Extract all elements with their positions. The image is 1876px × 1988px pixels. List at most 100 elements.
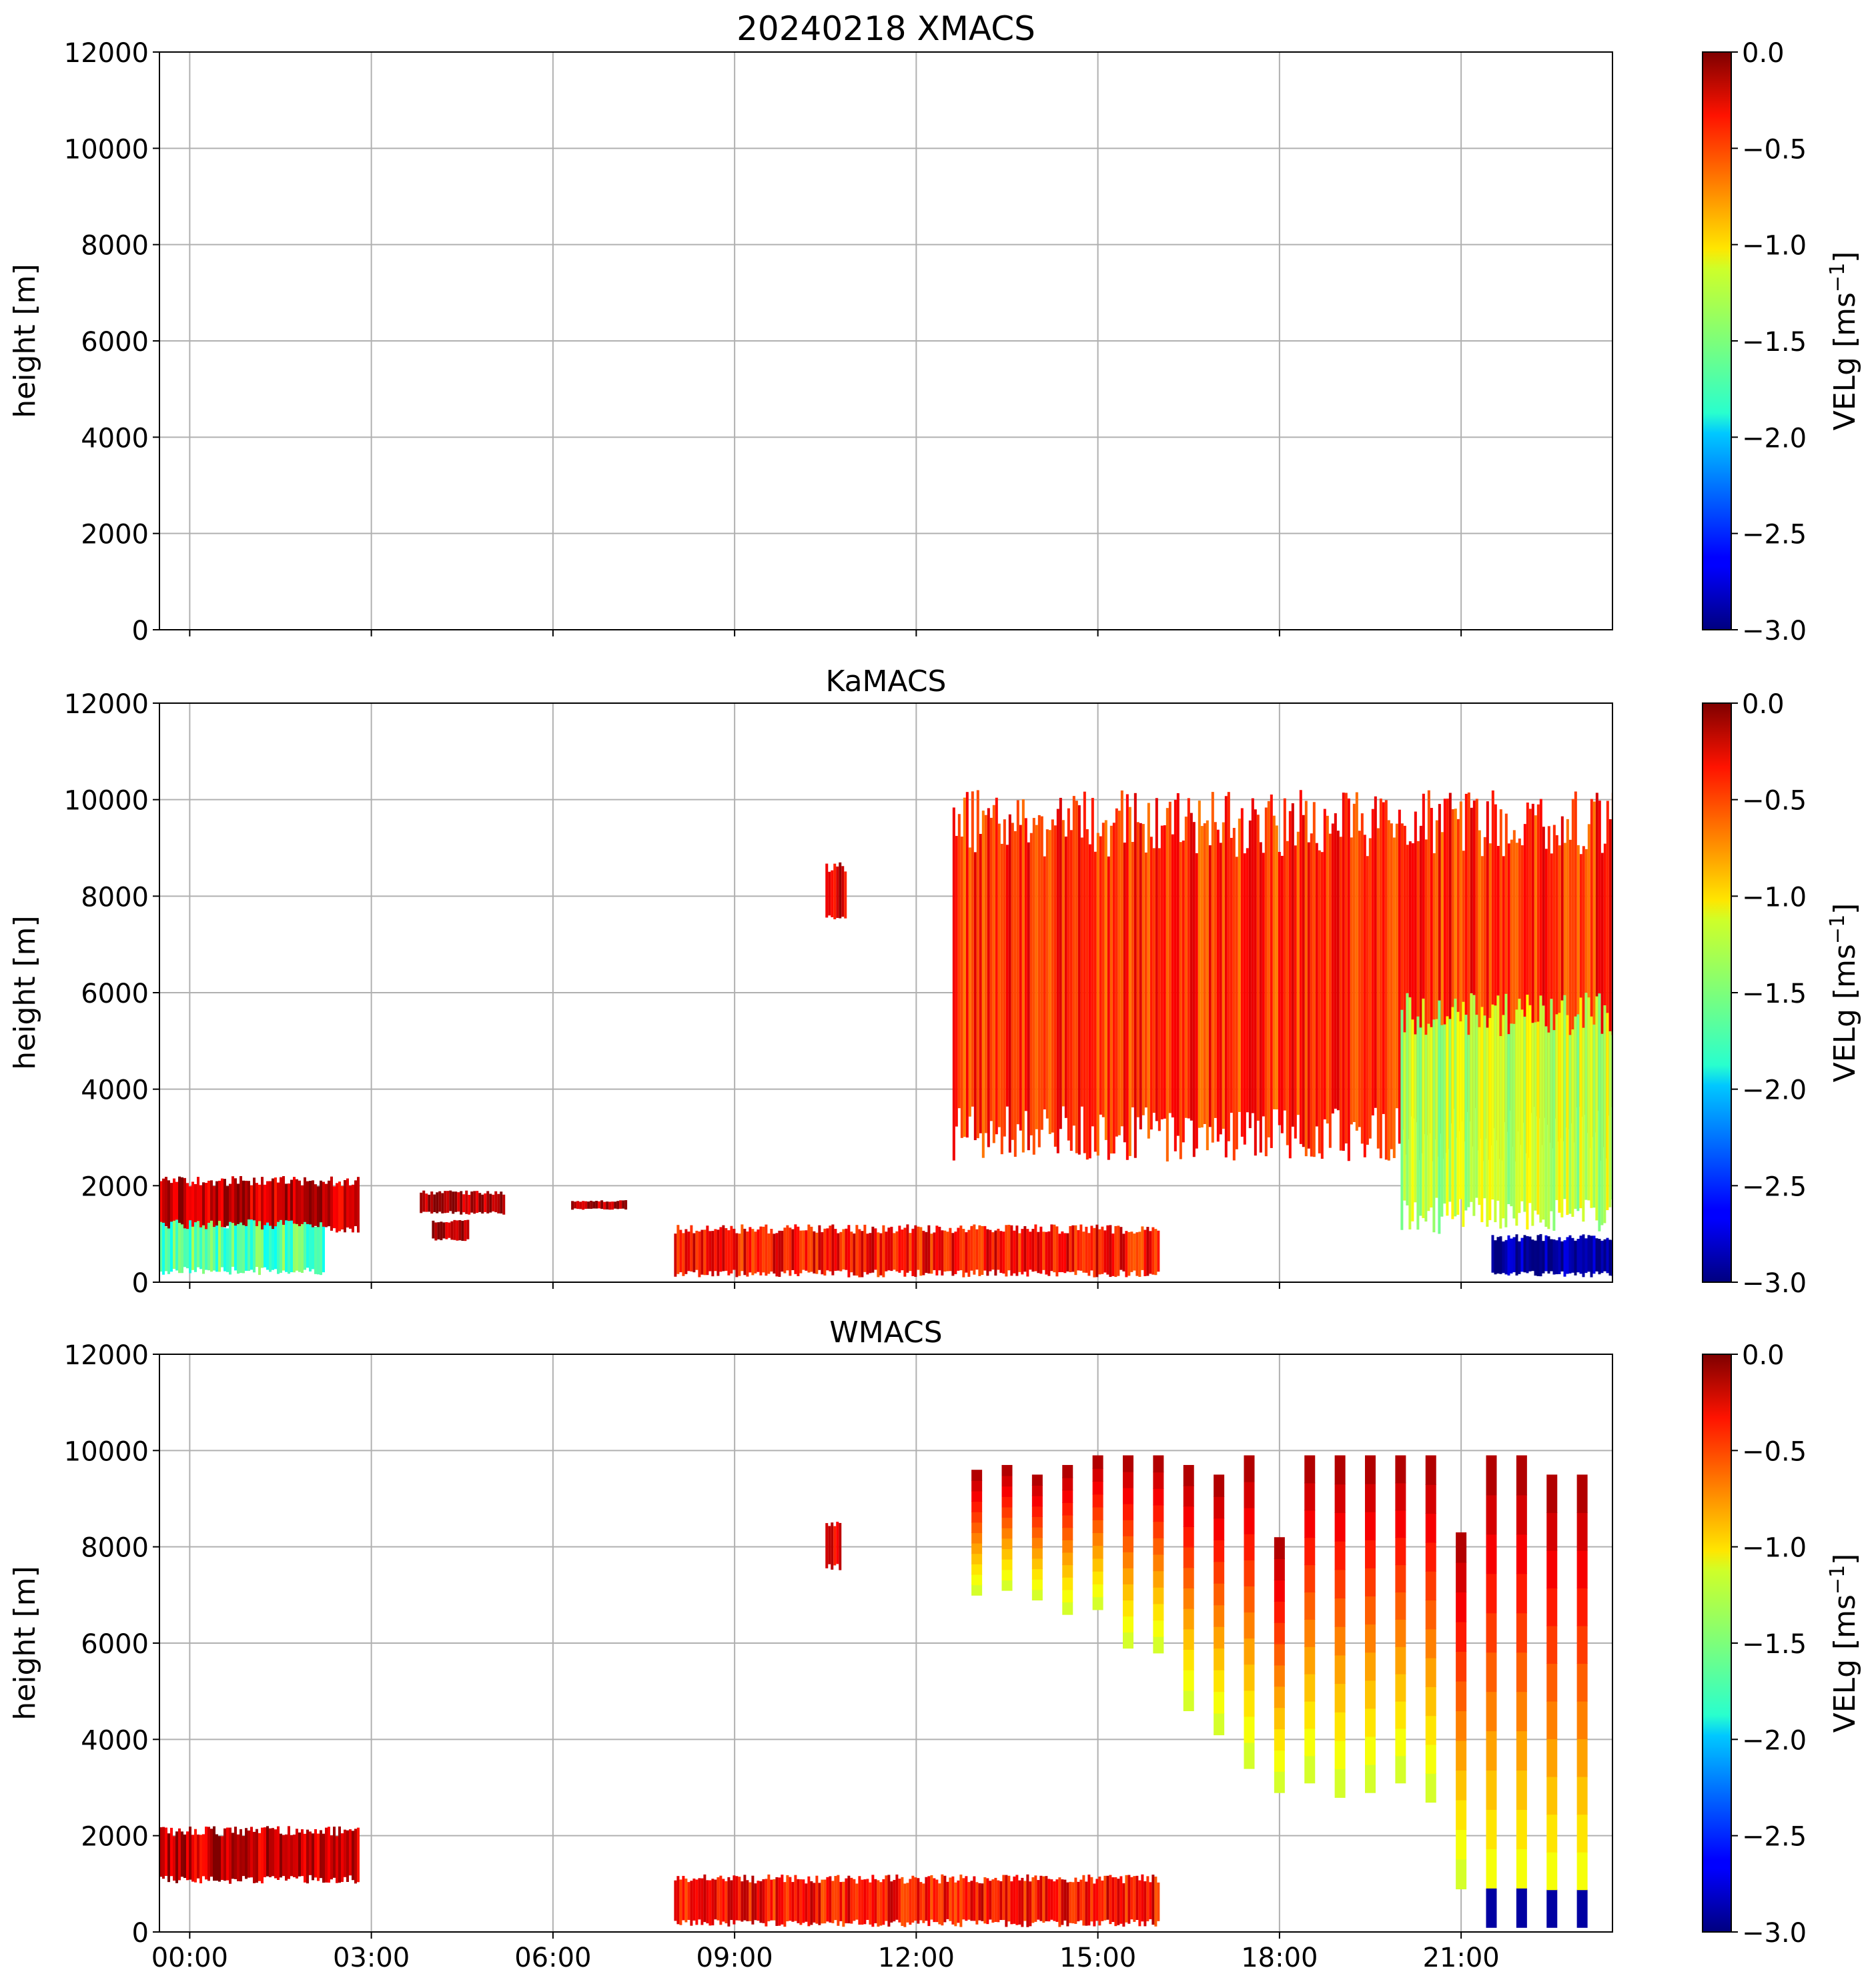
data-cell bbox=[1486, 1027, 1489, 1227]
data-cell bbox=[1571, 1029, 1574, 1217]
data-cell bbox=[1062, 1477, 1073, 1491]
data-cell bbox=[797, 1226, 800, 1276]
data-cell bbox=[1606, 1013, 1609, 1210]
data-cell bbox=[1516, 1494, 1527, 1535]
data-cell bbox=[1130, 1231, 1133, 1272]
data-cell bbox=[1486, 1809, 1497, 1849]
data-cell bbox=[199, 1185, 202, 1230]
data-cell bbox=[706, 1225, 709, 1276]
data-cell bbox=[466, 1219, 470, 1239]
data-cell bbox=[1558, 1013, 1561, 1213]
data-cell bbox=[807, 1876, 811, 1927]
data-cell bbox=[1062, 1589, 1073, 1603]
y-axis: 0 2000 4000 6000 8000 10000 12000 bbox=[64, 1340, 159, 1949]
data-cell bbox=[786, 1225, 789, 1271]
data-cell bbox=[1244, 1533, 1255, 1560]
data-cell bbox=[1123, 1616, 1133, 1633]
data-cell bbox=[1576, 1014, 1580, 1211]
data-cell bbox=[215, 1225, 218, 1272]
data-cell bbox=[1168, 801, 1171, 1113]
colorbar-label-text: VELg [ms bbox=[1828, 944, 1862, 1082]
data-cell bbox=[695, 1230, 698, 1270]
data-cell bbox=[338, 1181, 341, 1231]
data-cell bbox=[1069, 1225, 1072, 1273]
data-cell bbox=[1560, 1241, 1564, 1272]
x-tick-label: 06:00 bbox=[514, 1943, 591, 1973]
data-cell bbox=[272, 1828, 274, 1877]
data-cell bbox=[186, 1183, 189, 1232]
data-cell bbox=[1576, 1889, 1588, 1928]
data-cell bbox=[1368, 838, 1372, 1139]
data-cell bbox=[1395, 1673, 1406, 1702]
data-cell bbox=[234, 1178, 237, 1231]
data-cell bbox=[1062, 1539, 1073, 1553]
data-cell bbox=[314, 1829, 317, 1878]
data-cell bbox=[1334, 1769, 1346, 1798]
data-cell bbox=[1592, 801, 1596, 1133]
data-cell bbox=[866, 1233, 869, 1275]
data-cell bbox=[1302, 815, 1305, 1147]
data-cell bbox=[1001, 1464, 1013, 1476]
data-cell bbox=[1566, 1015, 1569, 1215]
data-cell bbox=[1587, 997, 1590, 1201]
data-cell bbox=[831, 1522, 834, 1570]
colorbar-tick-label: 0.0 bbox=[1742, 1340, 1785, 1371]
data-cell bbox=[971, 1522, 983, 1534]
data-cell bbox=[336, 1836, 338, 1883]
y-tick-label: 4000 bbox=[81, 423, 149, 454]
data-cell bbox=[576, 1201, 580, 1209]
data-cell bbox=[1001, 1517, 1013, 1528]
data-cell bbox=[298, 1832, 301, 1877]
data-cell bbox=[1077, 1881, 1080, 1922]
data-cell bbox=[293, 1177, 296, 1233]
colorbar: 0.0 −0.5 −1.0 −1.5 −2.0 −2.5 −3.0 VELg [ms−1] bbox=[1702, 1340, 1862, 1949]
data-cell bbox=[1123, 843, 1126, 1143]
data-cell bbox=[1176, 793, 1180, 1136]
data-cell bbox=[304, 1221, 306, 1270]
data-cell bbox=[802, 1230, 805, 1270]
data-cell bbox=[770, 1879, 773, 1921]
data-cell bbox=[976, 790, 979, 1139]
data-cell bbox=[810, 1226, 813, 1272]
data-cell bbox=[320, 1830, 322, 1879]
data-cell bbox=[240, 1222, 242, 1274]
data-cell bbox=[941, 1874, 944, 1926]
data-cell bbox=[887, 1875, 891, 1927]
data-cell bbox=[1365, 1736, 1376, 1765]
data-cell bbox=[1101, 1226, 1104, 1274]
data-cell bbox=[354, 1180, 357, 1227]
data-cell bbox=[1059, 797, 1062, 1129]
data-cell bbox=[887, 1227, 891, 1271]
data-cell bbox=[1376, 828, 1380, 1149]
data-cell bbox=[959, 1874, 963, 1927]
data-cell bbox=[674, 1233, 677, 1277]
data-cell bbox=[1063, 1879, 1067, 1921]
data-cell bbox=[1141, 824, 1145, 1115]
data-cell bbox=[959, 1225, 963, 1271]
data-cell bbox=[248, 1830, 250, 1878]
data-cell bbox=[1496, 1237, 1500, 1274]
y-tick-label: 10000 bbox=[64, 134, 149, 165]
data-cell bbox=[1435, 1019, 1438, 1198]
data-cell bbox=[741, 1224, 744, 1272]
data-cell bbox=[825, 863, 829, 918]
data-cell bbox=[1419, 1027, 1422, 1216]
data-cell bbox=[592, 1201, 596, 1209]
data-cell bbox=[344, 1829, 346, 1877]
data-cell bbox=[492, 1194, 495, 1211]
data-cell bbox=[773, 1233, 776, 1274]
data-cell bbox=[1411, 1019, 1414, 1221]
data-cell bbox=[1092, 1481, 1103, 1495]
data-cell bbox=[951, 1876, 955, 1925]
data-cell bbox=[1087, 1875, 1091, 1926]
data-cell bbox=[1127, 1875, 1131, 1924]
data-cell bbox=[616, 1201, 620, 1209]
data-cell bbox=[1510, 1238, 1513, 1274]
data-cell bbox=[1315, 843, 1318, 1127]
colorbar-ticks: 0.0 −0.5 −1.0 −1.5 −2.0 −2.5 −3.0 bbox=[1731, 1340, 1807, 1949]
data-cell bbox=[1083, 791, 1086, 1153]
data-cell bbox=[805, 1883, 808, 1922]
data-cell bbox=[1382, 802, 1385, 1114]
data-cell bbox=[1334, 813, 1337, 1109]
data-cell bbox=[264, 1225, 266, 1268]
